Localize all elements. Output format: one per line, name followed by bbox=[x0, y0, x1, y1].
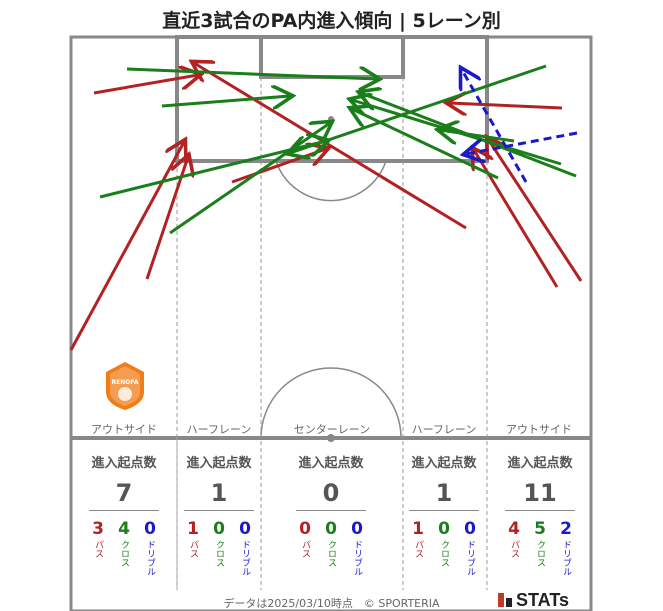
page-title: 直近3試合のPA内進入傾向 | 5レーン別 bbox=[162, 10, 501, 32]
pass-label: パス bbox=[93, 540, 103, 558]
lane-label-halflane-right: ハーフレーン bbox=[411, 423, 477, 436]
pass-count: 1 bbox=[187, 519, 199, 539]
lane-stats-halflane-right: 進入起点数 1 1 パス 0 クロス 0 ドリブル bbox=[404, 452, 484, 576]
team-logo-text: RENOFA bbox=[111, 379, 139, 386]
stat-title: 進入起点数 bbox=[298, 456, 364, 471]
stat-divider bbox=[505, 510, 575, 511]
team-logo: RENOFA bbox=[106, 362, 144, 414]
lane-label-outside-left: アウトサイド bbox=[91, 423, 157, 436]
brand-logo: STATs bbox=[498, 590, 569, 611]
pass-arrow bbox=[93, 75, 198, 95]
cross-count: 0 bbox=[213, 519, 225, 539]
brand-text: STATs bbox=[516, 590, 569, 610]
penalty-area bbox=[175, 35, 489, 163]
pass-arrow bbox=[474, 150, 559, 288]
dribble-label: ドリブル bbox=[240, 540, 250, 576]
cross-count: 4 bbox=[118, 519, 130, 539]
penalty-arc bbox=[275, 160, 387, 202]
lane-stats-center: 進入起点数 0 0 パス 0 クロス 0 ドリブル bbox=[291, 452, 371, 576]
cross-arrow bbox=[290, 64, 547, 153]
lane-stats-outside-right: 進入起点数 11 4 パス 5 クロス 2 ドリブル bbox=[500, 452, 580, 576]
pass-label: パス bbox=[300, 540, 310, 558]
stat-divider bbox=[184, 510, 254, 511]
stat-total: 7 bbox=[115, 479, 133, 507]
pass-count: 3 bbox=[92, 519, 104, 539]
dribble-count: 0 bbox=[464, 519, 476, 539]
dribble-count: 0 bbox=[351, 519, 363, 539]
penalty-spot bbox=[328, 116, 334, 122]
dribble-label: ドリブル bbox=[352, 540, 362, 576]
pass-arrow bbox=[488, 139, 583, 282]
dribble-count: 0 bbox=[144, 519, 156, 539]
cross-label: クロス bbox=[535, 540, 545, 567]
brand-mark-icon bbox=[506, 598, 512, 607]
cross-label: クロス bbox=[214, 540, 224, 567]
center-circle bbox=[260, 367, 402, 439]
stat-total: 1 bbox=[210, 479, 228, 507]
stat-divider bbox=[296, 510, 366, 511]
pass-arrow bbox=[194, 63, 467, 230]
cross-arrow bbox=[169, 123, 330, 235]
footer-note: データは2025/03/10時点 © SPORTERIA bbox=[223, 597, 440, 610]
pass-arrow bbox=[449, 103, 563, 108]
lane-stats-outside-left: 進入起点数 7 3 パス 4 クロス 0 ドリブル bbox=[84, 452, 164, 576]
center-spot bbox=[327, 434, 335, 442]
lane-stats-halflane-left: 進入起点数 1 1 パス 0 クロス 0 ドリブル bbox=[179, 452, 259, 576]
dribble-label: ドリブル bbox=[465, 540, 475, 576]
pass-label: パス bbox=[413, 540, 423, 558]
pass-label: パス bbox=[509, 540, 519, 558]
stat-title: 進入起点数 bbox=[91, 456, 157, 471]
pass-count: 0 bbox=[299, 519, 311, 539]
pass-count: 4 bbox=[508, 519, 520, 539]
dribble-arrow bbox=[466, 131, 578, 154]
stat-total: 0 bbox=[322, 479, 340, 507]
stat-title: 進入起点数 bbox=[507, 456, 573, 471]
cross-arrow bbox=[440, 130, 515, 141]
stat-divider bbox=[409, 510, 479, 511]
stat-divider bbox=[89, 510, 159, 511]
stat-total: 11 bbox=[523, 479, 557, 507]
cross-count: 0 bbox=[325, 519, 337, 539]
stat-title: 進入起点数 bbox=[411, 456, 477, 471]
goal-area bbox=[259, 35, 405, 79]
cross-label: クロス bbox=[439, 540, 449, 567]
cross-arrow bbox=[126, 69, 377, 79]
lane-label-halflane-left: ハーフレーン bbox=[186, 423, 252, 436]
cross-label: クロス bbox=[119, 540, 129, 567]
dribble-count: 2 bbox=[560, 519, 572, 539]
lane-label-center: センターレーン bbox=[293, 423, 371, 436]
pass-label: パス bbox=[188, 540, 198, 558]
dribble-arrow bbox=[462, 70, 528, 183]
cross-count: 5 bbox=[534, 519, 546, 539]
cross-arrow bbox=[161, 96, 290, 106]
cross-label: クロス bbox=[326, 540, 336, 567]
stat-total: 1 bbox=[435, 479, 453, 507]
stat-title: 進入起点数 bbox=[186, 456, 252, 471]
dribble-label: ドリブル bbox=[145, 540, 155, 576]
dribble-count: 0 bbox=[239, 519, 251, 539]
cross-arrow bbox=[352, 109, 499, 180]
pass-arrow bbox=[69, 142, 184, 351]
brand-mark-icon bbox=[498, 593, 504, 607]
cross-count: 0 bbox=[438, 519, 450, 539]
dribble-label: ドリブル bbox=[561, 540, 571, 576]
lane-label-outside-right: アウトサイド bbox=[506, 423, 572, 436]
pass-count: 1 bbox=[412, 519, 424, 539]
